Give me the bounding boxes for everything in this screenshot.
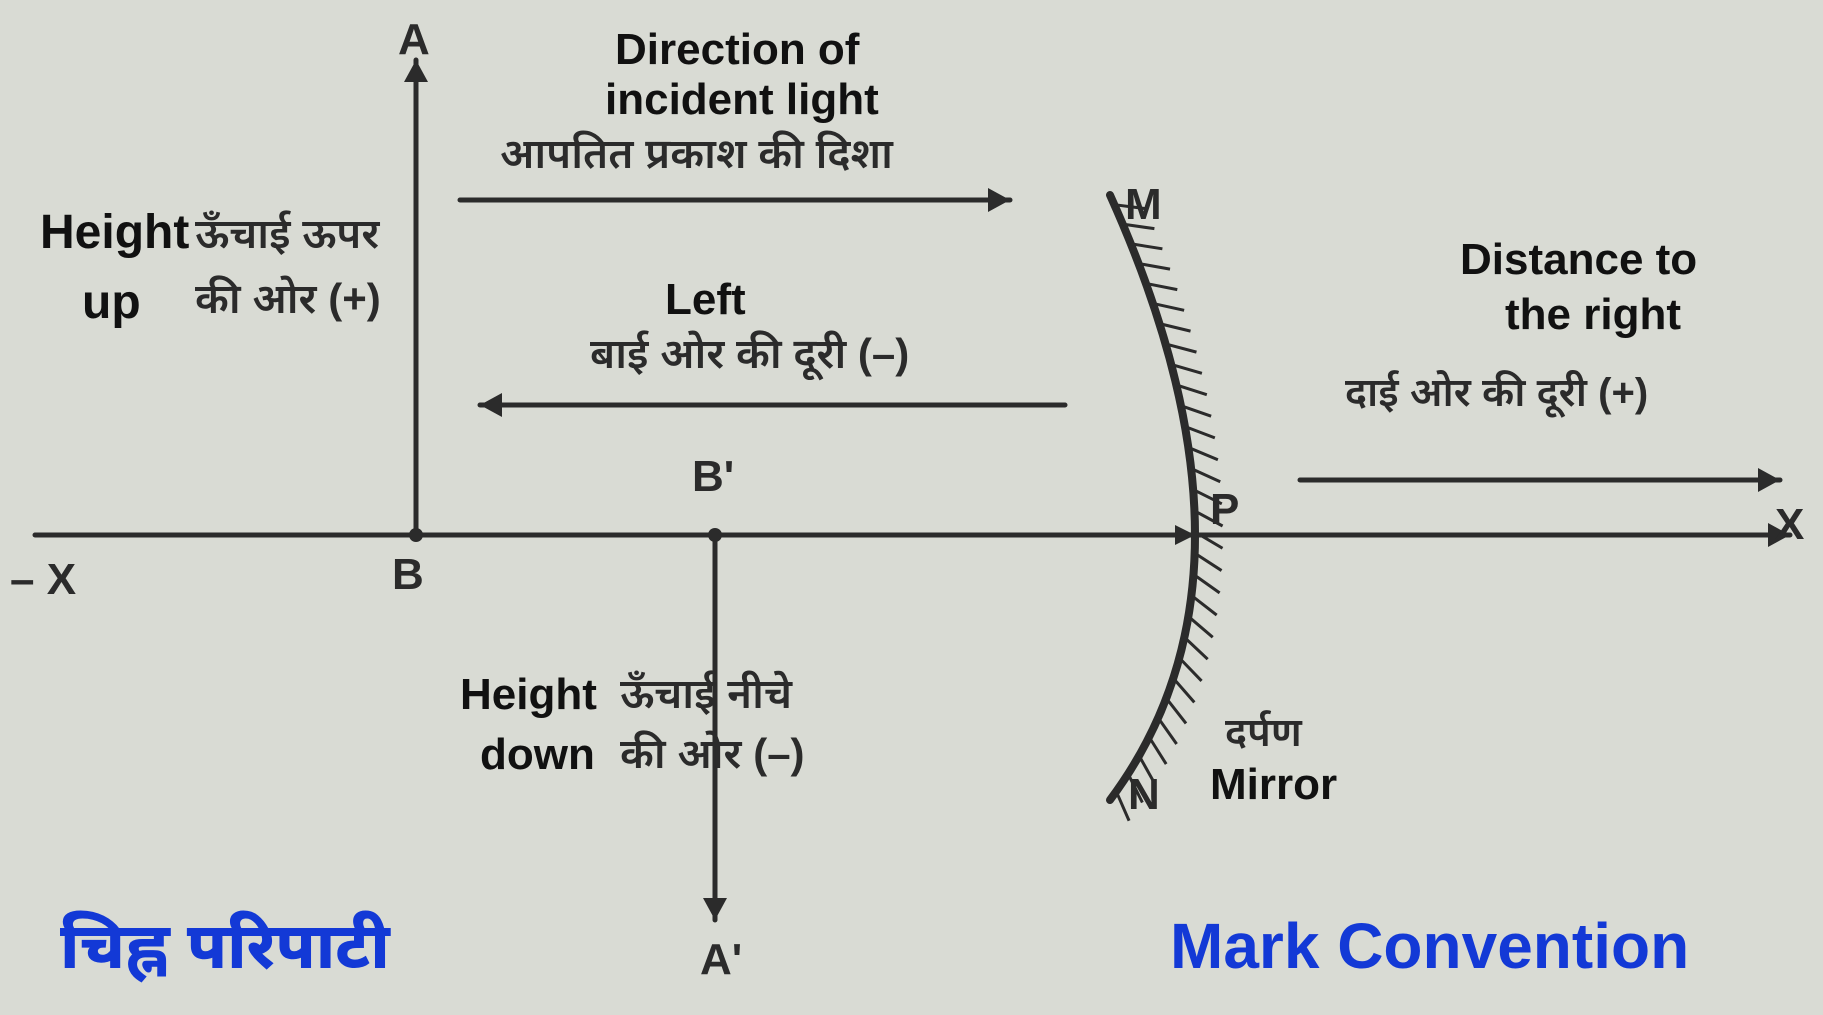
principal-axis [35, 523, 1790, 547]
label-P: P [1210, 485, 1239, 536]
label-B: B [392, 550, 424, 601]
label-title_hi: चिह्न परिपाटी [60, 910, 390, 984]
label-right_en1: Distance to [1460, 235, 1697, 286]
label-mirror_en: Mirror [1210, 760, 1337, 811]
label-heightUp_en1: Height [40, 205, 189, 260]
label-minusX: – X [10, 555, 76, 606]
diagram-svg [0, 0, 1823, 1015]
label-M: M [1125, 180, 1162, 231]
label-heightUp_hi2: की ओर (+) [195, 275, 381, 323]
label-heightUp_hi1: ऊँचाई ऊपर [195, 210, 379, 258]
label-heightDown_en2: down [480, 730, 595, 781]
label-N: N [1128, 770, 1160, 821]
label-heightDown_hi2: की ओर (–) [620, 730, 805, 778]
label-incident_en2: incident light [605, 75, 879, 126]
image-arrow-down [703, 535, 727, 920]
diagram-stage: AA'BB'MNP– XXHeightupऊँचाई ऊपरकी ओर (+)H… [0, 0, 1823, 1015]
label-incident_en1: Direction of [615, 25, 859, 76]
label-left_en: Left [665, 275, 746, 326]
label-Bprime: B' [692, 452, 734, 503]
label-heightDown_hi1: ऊँचाई नीचे [620, 670, 792, 718]
label-Aprime: A' [700, 935, 742, 986]
label-plusX: X [1775, 500, 1804, 551]
label-left_hi: बाई ओर की दूरी (–) [590, 330, 909, 378]
label-mirror_hi: दर्पण [1225, 710, 1302, 756]
label-right_hi: दाई ओर की दूरी (+) [1345, 370, 1648, 416]
label-right_en2: the right [1505, 290, 1681, 341]
right-distance-arrow [1300, 468, 1780, 492]
label-heightUp_en2: up [82, 275, 141, 330]
left-distance-arrow [480, 393, 1065, 417]
label-A: A [398, 15, 430, 66]
label-title_en: Mark Convention [1170, 910, 1689, 984]
label-incident_hi: आपतित प्रकाश की दिशा [500, 130, 893, 178]
incident-light-arrow [460, 188, 1010, 212]
object-arrow-up [404, 60, 428, 535]
label-heightDown_en1: Height [460, 670, 597, 721]
